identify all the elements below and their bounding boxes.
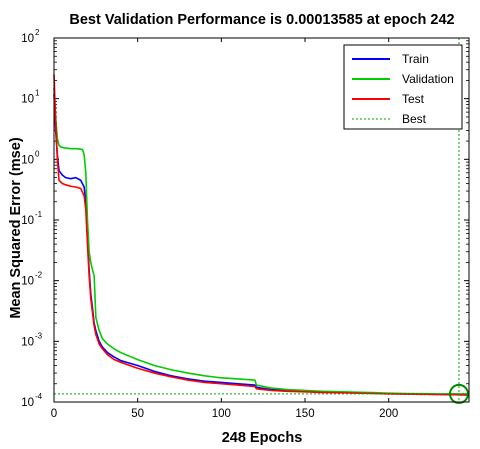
x-tick-label: 0 — [51, 408, 57, 420]
x-tick-label: 100 — [212, 408, 231, 420]
legend: Train Validation Test Best — [343, 44, 463, 130]
plot-frame — [53, 37, 470, 403]
y-tick-label: 10 — [21, 336, 34, 348]
legend-label-validation: Validation — [402, 72, 454, 86]
y-tick-label: 10 — [21, 94, 34, 106]
y-tick-label: 10 — [21, 33, 34, 45]
series-test-line — [53, 74, 470, 396]
y-tick-label: 10 — [21, 276, 34, 288]
legend-label-train: Train — [402, 52, 429, 66]
legend-label-best: Best — [402, 112, 427, 126]
y-tick-exponent: 0 — [35, 149, 40, 158]
y-tick-exponent: -4 — [35, 392, 43, 401]
legend-label-test: Test — [402, 92, 425, 106]
y-tick-exponent: -3 — [35, 331, 43, 340]
y-tick-label: 10 — [21, 154, 34, 166]
x-axis-label: 248 Epochs — [222, 430, 303, 446]
y-tick-label: 10 — [21, 215, 34, 227]
series-lines — [53, 74, 470, 396]
y-tick-exponent: 1 — [35, 89, 40, 98]
best-point-marker — [448, 383, 469, 404]
chart-title: Best Validation Performance is 0.0001358… — [69, 12, 454, 28]
series-validation-line — [53, 87, 470, 395]
y-axis-label: Mean Squared Error (mse) — [8, 137, 24, 318]
y-tick-exponent: 2 — [35, 28, 40, 37]
x-tick-label: 200 — [379, 408, 398, 420]
y-tick-exponent: -2 — [35, 271, 43, 280]
x-tick-label: 50 — [131, 408, 144, 420]
y-tick-label: 10 — [21, 397, 34, 409]
y-tick-exponent: -1 — [35, 210, 43, 219]
x-tick-label: 150 — [295, 408, 314, 420]
